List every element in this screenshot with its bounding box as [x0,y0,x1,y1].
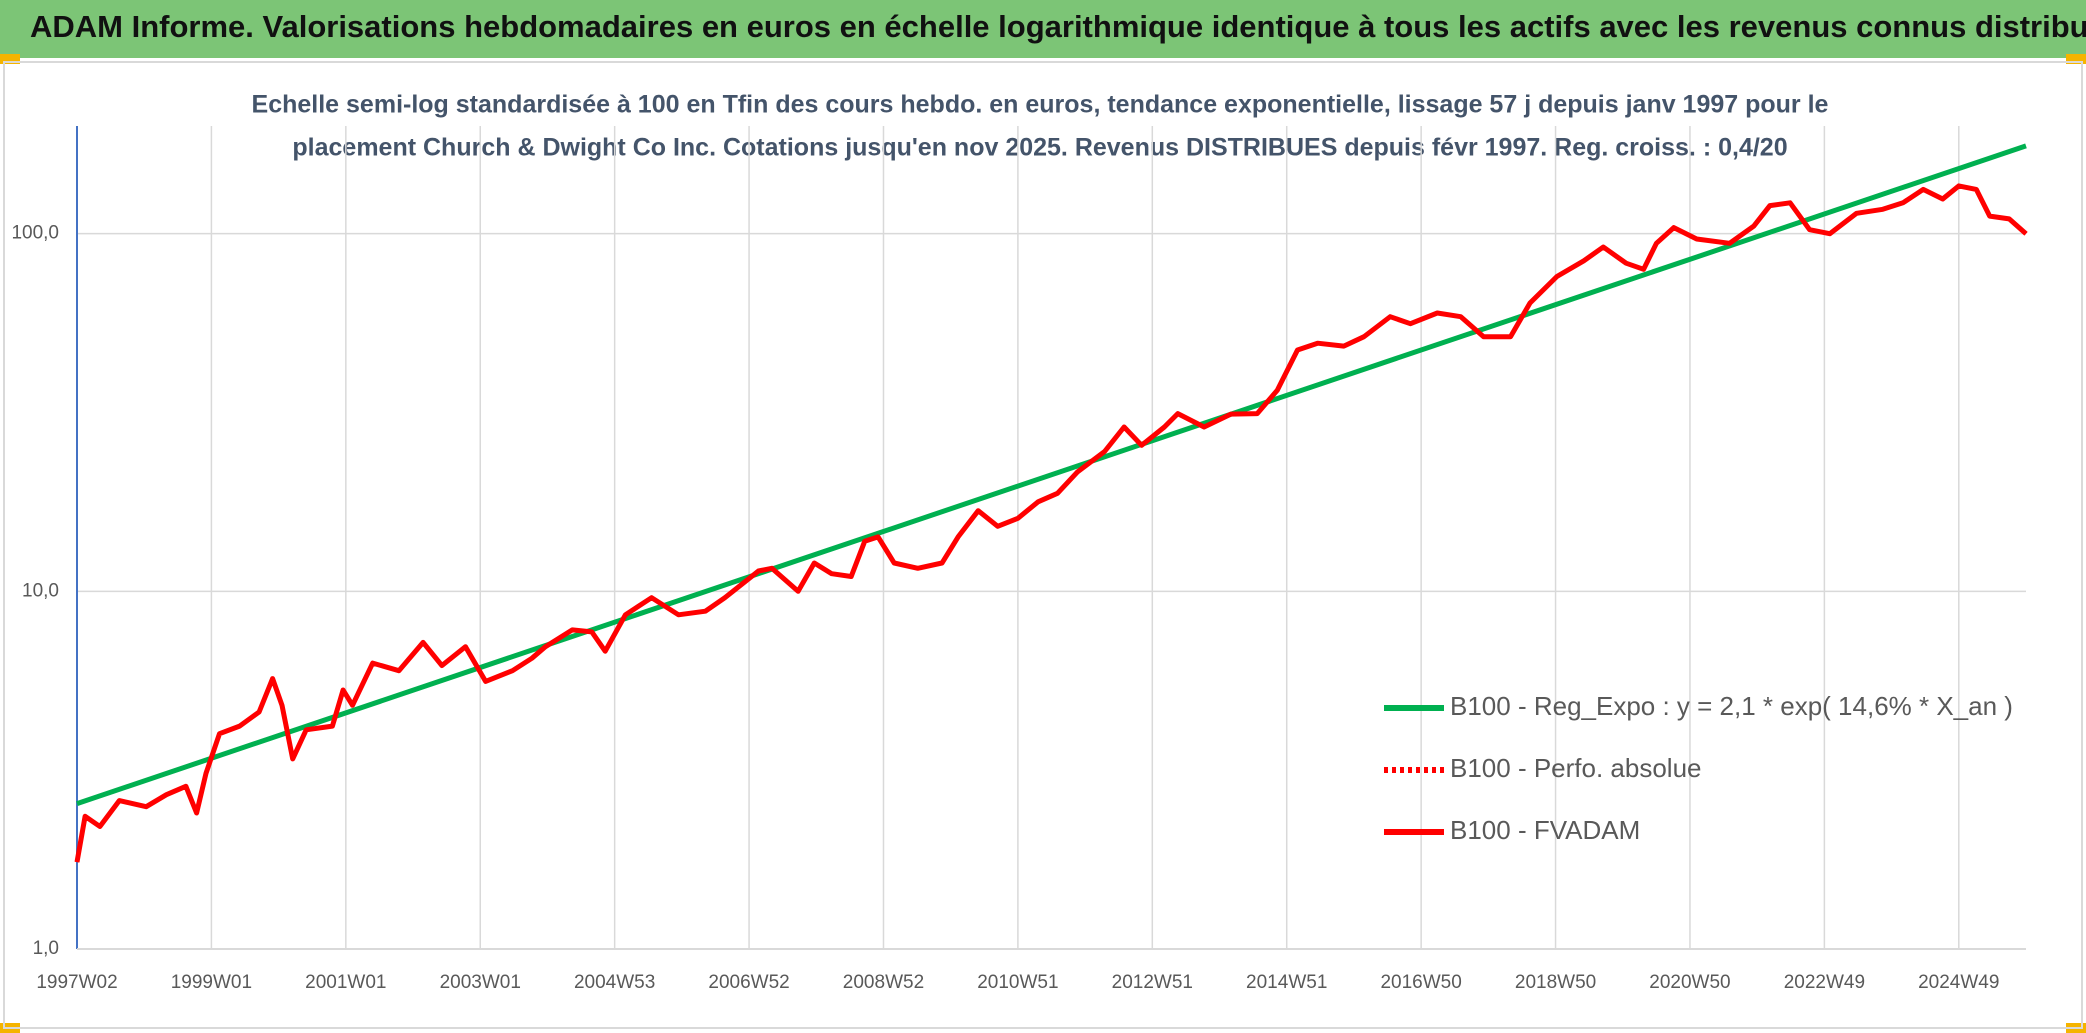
x-tick-label: 2003W01 [440,972,521,993]
x-tick-label: 2014W51 [1246,972,1327,993]
y-tick-label: 1,0 [33,938,59,959]
x-tick-label: 2016W50 [1380,972,1461,993]
legend-label: B100 - FVADAM [1450,815,1640,845]
legend-label: B100 - Perfo. absolue [1450,753,1702,783]
legend-label: B100 - Reg_Expo : y = 2,1 * exp( 14,6% *… [1450,691,2013,721]
chart-subtitle: Echelle semi-log standardisée à 100 en T… [252,91,1829,119]
x-tick-label: 2018W50 [1515,972,1596,993]
x-tick-label: 1999W01 [171,972,252,993]
x-tick-label: 2020W50 [1649,972,1730,993]
x-tick-label: 2012W51 [1112,972,1193,993]
x-tick-label: 2001W01 [305,972,386,993]
x-tick-label: 1997W02 [36,972,117,993]
chart-subtitle: placement Church & Dwight Co Inc. Cotati… [292,134,1787,162]
x-tick-label: 2004W53 [574,972,655,993]
x-tick-label: 2008W52 [843,972,924,993]
x-tick-label: 2010W51 [977,972,1058,993]
x-tick-label: 2006W52 [708,972,789,993]
x-tick-label: 2024W49 [1918,972,1999,993]
chart-title: ADAM Informe. Valorisations hebdomadaire… [30,9,2086,44]
x-tick-label: 2022W49 [1784,972,1865,993]
y-tick-label: 100,0 [11,223,59,244]
y-tick-label: 10,0 [22,580,59,601]
